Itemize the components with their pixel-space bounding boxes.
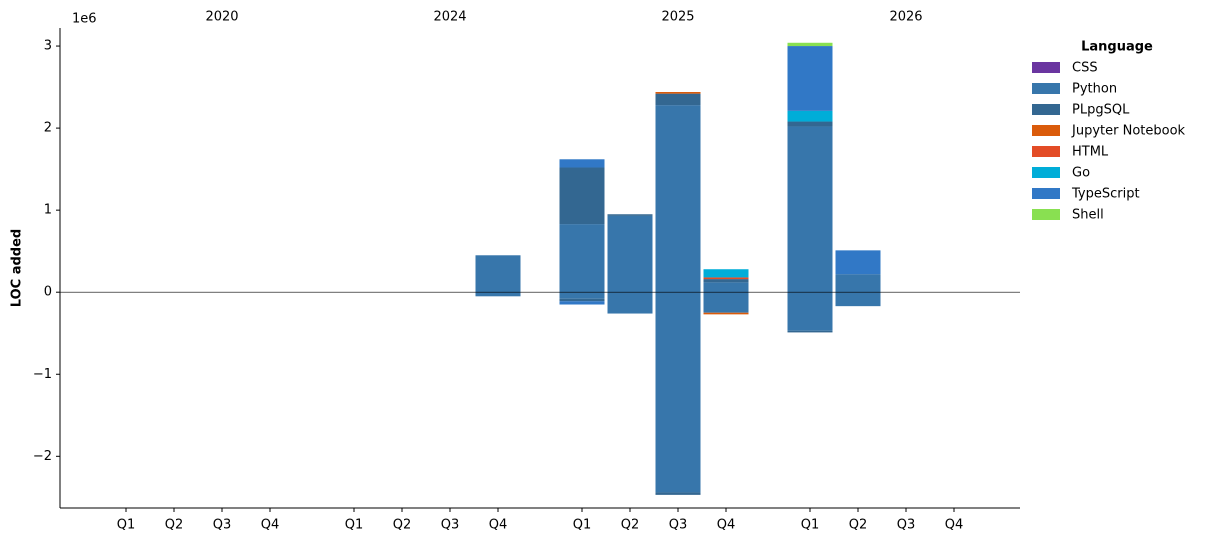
bar-segment <box>703 279 749 283</box>
x-tick-label: Q2 <box>393 518 412 533</box>
legend-swatch <box>1032 62 1060 73</box>
bar-segment <box>655 93 701 106</box>
legend-swatch <box>1032 104 1060 115</box>
bar-segment-removed <box>607 292 653 314</box>
legend-swatch <box>1032 188 1060 199</box>
x-tick-label: Q1 <box>801 518 820 533</box>
bar-segment <box>607 215 653 293</box>
bar-segment <box>655 92 701 94</box>
legend-label: Shell <box>1072 208 1104 223</box>
x-tick-label: Q3 <box>669 518 688 533</box>
bar-segment <box>787 126 833 293</box>
group-label: 2024 <box>433 10 466 25</box>
bar-segment <box>787 121 833 127</box>
x-tick-label: Q2 <box>165 518 184 533</box>
bar-segment <box>835 250 881 275</box>
bar-segment <box>475 255 521 293</box>
legend-label: Go <box>1072 166 1090 181</box>
y-tick-label: 1 <box>44 203 52 218</box>
legend-swatch <box>1032 209 1060 220</box>
legend-label: TypeScript <box>1071 187 1140 202</box>
legend-label: Python <box>1072 82 1117 97</box>
y-tick-label: 0 <box>44 285 52 300</box>
x-tick-label: Q3 <box>213 518 232 533</box>
legend-label: Jupyter Notebook <box>1071 124 1186 139</box>
bar-segment-removed <box>559 298 605 302</box>
group-label: 2020 <box>205 10 238 25</box>
y-tick-label: −2 <box>33 449 52 464</box>
x-tick-label: Q4 <box>945 518 964 533</box>
bar-segment <box>703 277 749 280</box>
group-label: 2025 <box>661 10 694 25</box>
bar-segment-removed <box>787 330 833 333</box>
bar-segment-removed <box>559 301 605 305</box>
bar-segment-removed <box>835 292 881 307</box>
x-tick-label: Q2 <box>849 518 868 533</box>
x-tick-label: Q2 <box>621 518 640 533</box>
y-offset-label: 1e6 <box>72 12 97 27</box>
bar-segment-removed <box>655 492 701 495</box>
legend-swatch <box>1032 167 1060 178</box>
bar-segment <box>787 46 833 111</box>
bar-segment <box>835 274 881 293</box>
legend-swatch <box>1032 146 1060 157</box>
bar-segment <box>703 269 749 278</box>
x-tick-label: Q1 <box>117 518 136 533</box>
legend-label: PLpgSQL <box>1072 103 1130 118</box>
legend-label: HTML <box>1072 145 1109 160</box>
bar-segment <box>559 167 605 225</box>
legend-swatch <box>1032 83 1060 94</box>
y-tick-label: −1 <box>33 367 52 382</box>
bar-segment <box>655 105 701 293</box>
y-tick-label: 2 <box>44 121 52 136</box>
x-tick-label: Q3 <box>441 518 460 533</box>
bar-segment <box>559 159 605 168</box>
x-tick-label: Q4 <box>261 518 280 533</box>
x-tick-label: Q3 <box>897 518 916 533</box>
x-tick-label: Q1 <box>573 518 592 533</box>
x-tick-label: Q1 <box>345 518 364 533</box>
bar-segment-removed <box>655 292 701 493</box>
bar-segment-removed <box>559 292 605 299</box>
legend-title: Language <box>1081 40 1153 55</box>
x-tick-label: Q4 <box>489 518 508 533</box>
bar-segment <box>787 42 833 47</box>
bar-segment <box>607 214 653 216</box>
bar-segment <box>703 282 749 293</box>
bar-segment-removed <box>703 312 749 315</box>
y-tick-label: 3 <box>44 39 52 54</box>
y-axis-label: LOC added <box>10 229 25 307</box>
bar-segment-removed <box>475 292 521 297</box>
legend-label: CSS <box>1072 61 1098 76</box>
bar-segment-removed <box>787 292 833 331</box>
group-label: 2026 <box>889 10 922 25</box>
bar-segment-removed <box>703 292 749 313</box>
bar-segment <box>787 110 833 122</box>
legend-swatch <box>1032 125 1060 136</box>
bar-segment <box>559 224 605 293</box>
x-tick-label: Q4 <box>717 518 736 533</box>
